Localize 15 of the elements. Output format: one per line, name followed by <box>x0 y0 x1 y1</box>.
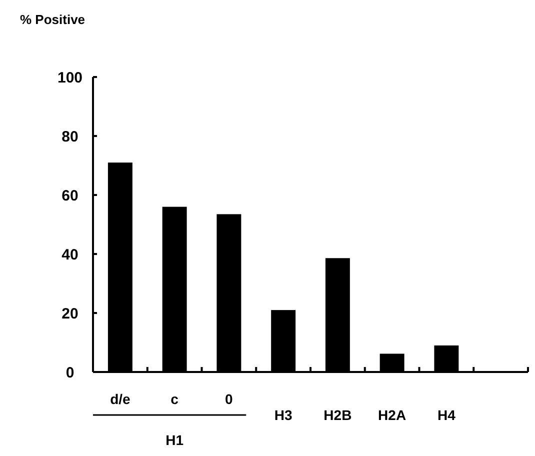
y-tick-label: 100 <box>57 69 83 86</box>
x-tick-label: H3 <box>274 407 292 423</box>
x-tick-label: 0 <box>225 391 234 407</box>
text: H1 <box>166 432 184 448</box>
x-tick-label: c <box>170 391 179 407</box>
y-tick-label: 60 <box>62 187 78 204</box>
x-tick-label: H2A <box>378 407 406 423</box>
y-axis-title: % Positive <box>20 12 86 27</box>
x-tick-label: H4 <box>437 407 456 423</box>
y-tick-label: 80 <box>62 128 78 146</box>
y-tick-label: 40 <box>62 246 78 264</box>
x-tick-label: H2B <box>324 407 352 423</box>
x-tick-label: d/e <box>110 391 131 407</box>
y-tick-label: 0 <box>66 364 74 382</box>
y-tick-label: 20 <box>62 305 78 322</box>
